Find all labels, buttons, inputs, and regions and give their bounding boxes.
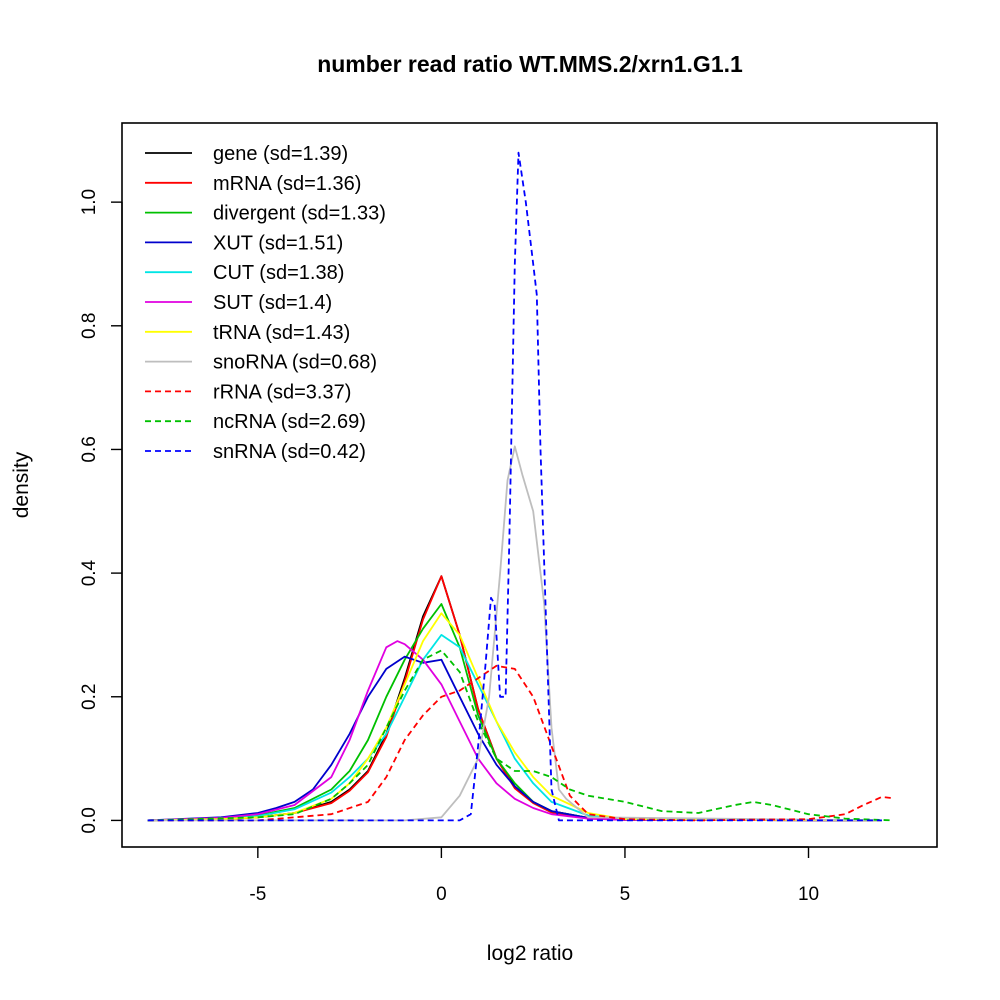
x-tick-label: 0 xyxy=(436,884,447,905)
legend-label: mRNA (sd=1.36) xyxy=(213,173,361,195)
legend-item-mrna: mRNA (sd=1.36) xyxy=(145,173,361,195)
legend-label: SUT (sd=1.4) xyxy=(213,292,332,314)
legend-label: tRNA (sd=1.43) xyxy=(213,322,350,344)
y-axis: 0.0 0.2 0.4 0.6 0.8 1.0 xyxy=(79,189,123,834)
legend-item-snrna: snRNA (sd=0.42) xyxy=(145,441,366,463)
legend-label: snoRNA (sd=0.68) xyxy=(213,352,377,374)
series-line-rrna xyxy=(147,664,894,822)
series-line-trna xyxy=(147,612,882,822)
x-tick-label: 5 xyxy=(620,884,631,905)
legend-item-snorna: snoRNA (sd=0.68) xyxy=(145,352,377,374)
series-line-ncrna xyxy=(147,649,893,822)
y-tick-label: 0.2 xyxy=(79,684,100,710)
legend-item-cut: CUT (sd=1.38) xyxy=(145,262,344,284)
legend-item-ncrna: ncRNA (sd=2.69) xyxy=(145,411,366,433)
legend-label: XUT (sd=1.51) xyxy=(213,232,343,254)
legend-label: divergent (sd=1.33) xyxy=(213,203,386,225)
series-line-xut xyxy=(147,655,882,822)
legend-item-gene: gene (sd=1.39) xyxy=(145,143,348,165)
series-line-snrna xyxy=(147,151,882,822)
legend-item-sut: SUT (sd=1.4) xyxy=(145,292,332,314)
y-tick-label: 0.4 xyxy=(79,559,100,586)
legend-label: ncRNA (sd=2.69) xyxy=(213,411,366,433)
series-line-snorna xyxy=(147,445,882,822)
y-tick-label: 1.0 xyxy=(79,189,100,215)
legend-label: gene (sd=1.39) xyxy=(213,143,348,165)
series-line-cut xyxy=(147,634,882,822)
chart-title: number read ratio WT.MMS.2/xrn1.G1.1 xyxy=(317,51,743,77)
x-axis-label: log2 ratio xyxy=(487,942,573,965)
legend-item-divergent: divergent (sd=1.33) xyxy=(145,203,386,225)
x-tick-label: 10 xyxy=(798,884,819,905)
legend-label: rRNA (sd=3.37) xyxy=(213,381,351,403)
legend: gene (sd=1.39) mRNA (sd=1.36) divergent (s… xyxy=(145,143,386,463)
x-tick-label: -5 xyxy=(249,884,266,905)
y-tick-label: 0.8 xyxy=(79,313,100,339)
y-axis-label: density xyxy=(10,451,33,518)
y-tick-label: 0.6 xyxy=(79,436,100,462)
legend-item-trna: tRNA (sd=1.43) xyxy=(145,322,350,344)
legend-label: CUT (sd=1.38) xyxy=(213,262,344,284)
series-lines xyxy=(147,151,894,822)
legend-item-xut: XUT (sd=1.51) xyxy=(145,232,343,254)
legend-item-rrna: rRNA (sd=3.37) xyxy=(145,381,351,403)
x-axis: -5 0 5 10 xyxy=(249,846,819,905)
legend-label: snRNA (sd=0.42) xyxy=(213,441,366,463)
y-tick-label: 0.0 xyxy=(79,807,100,833)
